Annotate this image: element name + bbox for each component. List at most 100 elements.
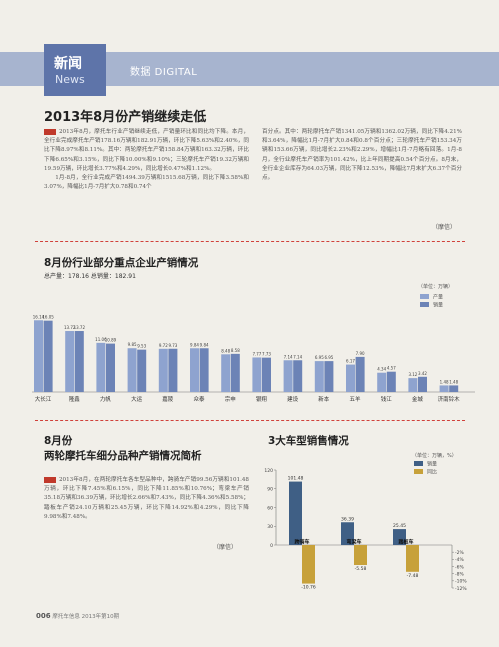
legend-production-swatch bbox=[420, 294, 429, 299]
article1-para1: 2013年8月，摩托车行业产销继续走低，产销量环比和同比均下降。本月，全行业完成… bbox=[44, 129, 249, 172]
chart1-title: 8月份行业部分重点企业产销情况 bbox=[44, 257, 199, 269]
category-label: 五羊 bbox=[349, 395, 361, 403]
bar-sales bbox=[106, 343, 115, 392]
section-title-en: News bbox=[55, 73, 85, 86]
bar-value-label: 10.89 bbox=[105, 338, 117, 343]
legend-sales-label: 销量 bbox=[427, 461, 437, 468]
article1-column1: 2013年8月，摩托车行业产销继续走低，产销量环比和同比均下降。本月，全行业完成… bbox=[44, 128, 249, 192]
article2-title-line2: 两轮摩托车细分品种产销情况简析 bbox=[44, 450, 202, 462]
section-title-cn: 新闻 bbox=[54, 56, 82, 72]
category-label: 弯梁车 bbox=[346, 539, 361, 546]
yoy-value-label: -10.76 bbox=[301, 585, 316, 591]
bar-value-label: 6.95 bbox=[315, 355, 324, 360]
footer-text: 摩托车信息 2013年第10期 bbox=[52, 614, 120, 620]
bar-value-label: 8.58 bbox=[231, 348, 240, 353]
bar-sales bbox=[168, 348, 178, 392]
legend-sales-label: 销量 bbox=[433, 302, 443, 309]
chart2-unit: （单位：万辆，%） bbox=[412, 452, 457, 459]
bar-sales bbox=[324, 361, 334, 392]
bar-value-label: 7.14 bbox=[293, 354, 302, 359]
category-label: 新本 bbox=[318, 395, 330, 403]
category-label: 大运 bbox=[131, 395, 143, 403]
category-label: 建设 bbox=[287, 395, 299, 403]
chart2-bars: 101.48 -10.76 跨骑车 36.39 -5.58 弯梁车 25.45 -7.48 踏板… bbox=[288, 476, 419, 591]
article1-para3: 百分点。其中：两轮摩托车产销1341.05万辆和1362.02万辆，同比下降4.… bbox=[262, 129, 462, 182]
bar-value-label: 11.06 bbox=[95, 337, 107, 342]
category-label: 跨骑车 bbox=[294, 539, 309, 546]
category-label: 钱江 bbox=[381, 395, 393, 403]
divider bbox=[35, 241, 465, 242]
category-label: 大长江 bbox=[35, 395, 52, 403]
article2-title-line1: 8月份 bbox=[44, 435, 73, 447]
bar-production bbox=[96, 342, 106, 392]
bar-yoy bbox=[302, 545, 315, 584]
bar-production bbox=[221, 354, 231, 392]
category-label: 金城 bbox=[412, 395, 424, 403]
divider-2 bbox=[35, 420, 465, 421]
bar-production bbox=[252, 357, 262, 392]
chart2-axes: 0 30 60 90 120 -2%-4%-6%-8% -10%-12% bbox=[264, 468, 467, 592]
bar-sales bbox=[355, 356, 365, 392]
category-label: 力帆 bbox=[100, 395, 112, 403]
legend-yoy-label: 同比 bbox=[427, 469, 437, 476]
bar-sales bbox=[289, 481, 302, 545]
category-label: 济南铃木 bbox=[438, 395, 461, 403]
right-tick-label: -8% bbox=[455, 571, 464, 577]
footer: 006 摩托车信息 2013年第10期 bbox=[36, 612, 119, 620]
bar-sales bbox=[199, 348, 209, 392]
bar-value-label: 16.05 bbox=[42, 315, 54, 320]
bullet-square-icon bbox=[44, 476, 56, 483]
article2-author: （摩信） bbox=[213, 544, 238, 551]
chart1-subtitle: 总产量：178.16 总销量：182.91 bbox=[44, 273, 136, 280]
left-tick-label: 120 bbox=[264, 468, 273, 474]
legend-sales-swatch bbox=[420, 302, 429, 307]
bar-value-label: 3.42 bbox=[418, 371, 427, 376]
bullet-square-icon bbox=[44, 128, 56, 135]
bar-value-label: 7.73 bbox=[262, 352, 271, 357]
bar-value-label: 9.72 bbox=[159, 343, 168, 348]
bar-value-label: 6.17 bbox=[346, 359, 355, 364]
category-label: 隆鑫 bbox=[69, 395, 81, 403]
legend-sales-swatch bbox=[414, 461, 423, 466]
left-tick-label: 90 bbox=[267, 487, 273, 493]
bar-sales bbox=[293, 360, 303, 392]
bar-value-label: 7.14 bbox=[284, 354, 293, 359]
article1-column2: 百分点。其中：两轮摩托车产销1341.05万辆和1362.02万辆，同比下降4.… bbox=[262, 128, 462, 183]
bar-value-label: 9.84 bbox=[200, 342, 209, 347]
category-label: 银翔 bbox=[256, 395, 268, 403]
bar-sales bbox=[393, 529, 406, 545]
bar-value-label: 9.85 bbox=[128, 342, 137, 347]
bar-sales bbox=[74, 331, 84, 392]
bar-production bbox=[314, 361, 324, 392]
bar-sales bbox=[137, 349, 147, 392]
chart1-unit: （单位：万辆） bbox=[418, 283, 453, 290]
article2-body: 2013年8月，在两轮摩托车各车型品种中，跨骑车产销99.56万辆和101.48… bbox=[44, 476, 249, 522]
bar-production bbox=[439, 385, 449, 392]
category-label: 踏板车 bbox=[398, 539, 413, 546]
bar-sales bbox=[386, 371, 396, 392]
bar-value-label: 1.48 bbox=[440, 379, 449, 384]
bar-value-label: 3.12 bbox=[408, 372, 417, 377]
right-tick-label: -6% bbox=[455, 564, 464, 570]
category-label: 嘉陵 bbox=[162, 395, 174, 403]
bar-production bbox=[158, 348, 168, 392]
bar-production bbox=[190, 348, 199, 392]
bar-sales bbox=[341, 522, 354, 545]
bar-value-label: 9.73 bbox=[168, 343, 177, 348]
bar-value-label: 4.34 bbox=[377, 367, 386, 372]
bar-production bbox=[408, 378, 418, 392]
chart1-svg: （单位：万辆） 产量 销量 16.1416.05大长江13.7213.72隆鑫1… bbox=[32, 283, 475, 403]
bar-value-label: 7.77 bbox=[252, 351, 261, 356]
yoy-value-label: -7.48 bbox=[407, 573, 419, 579]
bar-value-label: 8.48 bbox=[221, 348, 230, 353]
article1-title: 2013年8月份产销继续走低 bbox=[44, 110, 207, 125]
section-label: 数据 DIGITAL bbox=[130, 67, 198, 78]
left-tick-label: 0 bbox=[270, 543, 273, 549]
bar-value-label: 4.57 bbox=[387, 366, 396, 371]
article2-para: 2013年8月，在两轮摩托车各车型品种中，跨骑车产销99.56万辆和101.48… bbox=[44, 477, 249, 520]
bar-value-label: 13.72 bbox=[74, 325, 86, 330]
right-tick-label: -12% bbox=[455, 586, 467, 592]
bar-value-label: 9.84 bbox=[190, 342, 199, 347]
bar-value-label: 13.72 bbox=[64, 325, 76, 330]
